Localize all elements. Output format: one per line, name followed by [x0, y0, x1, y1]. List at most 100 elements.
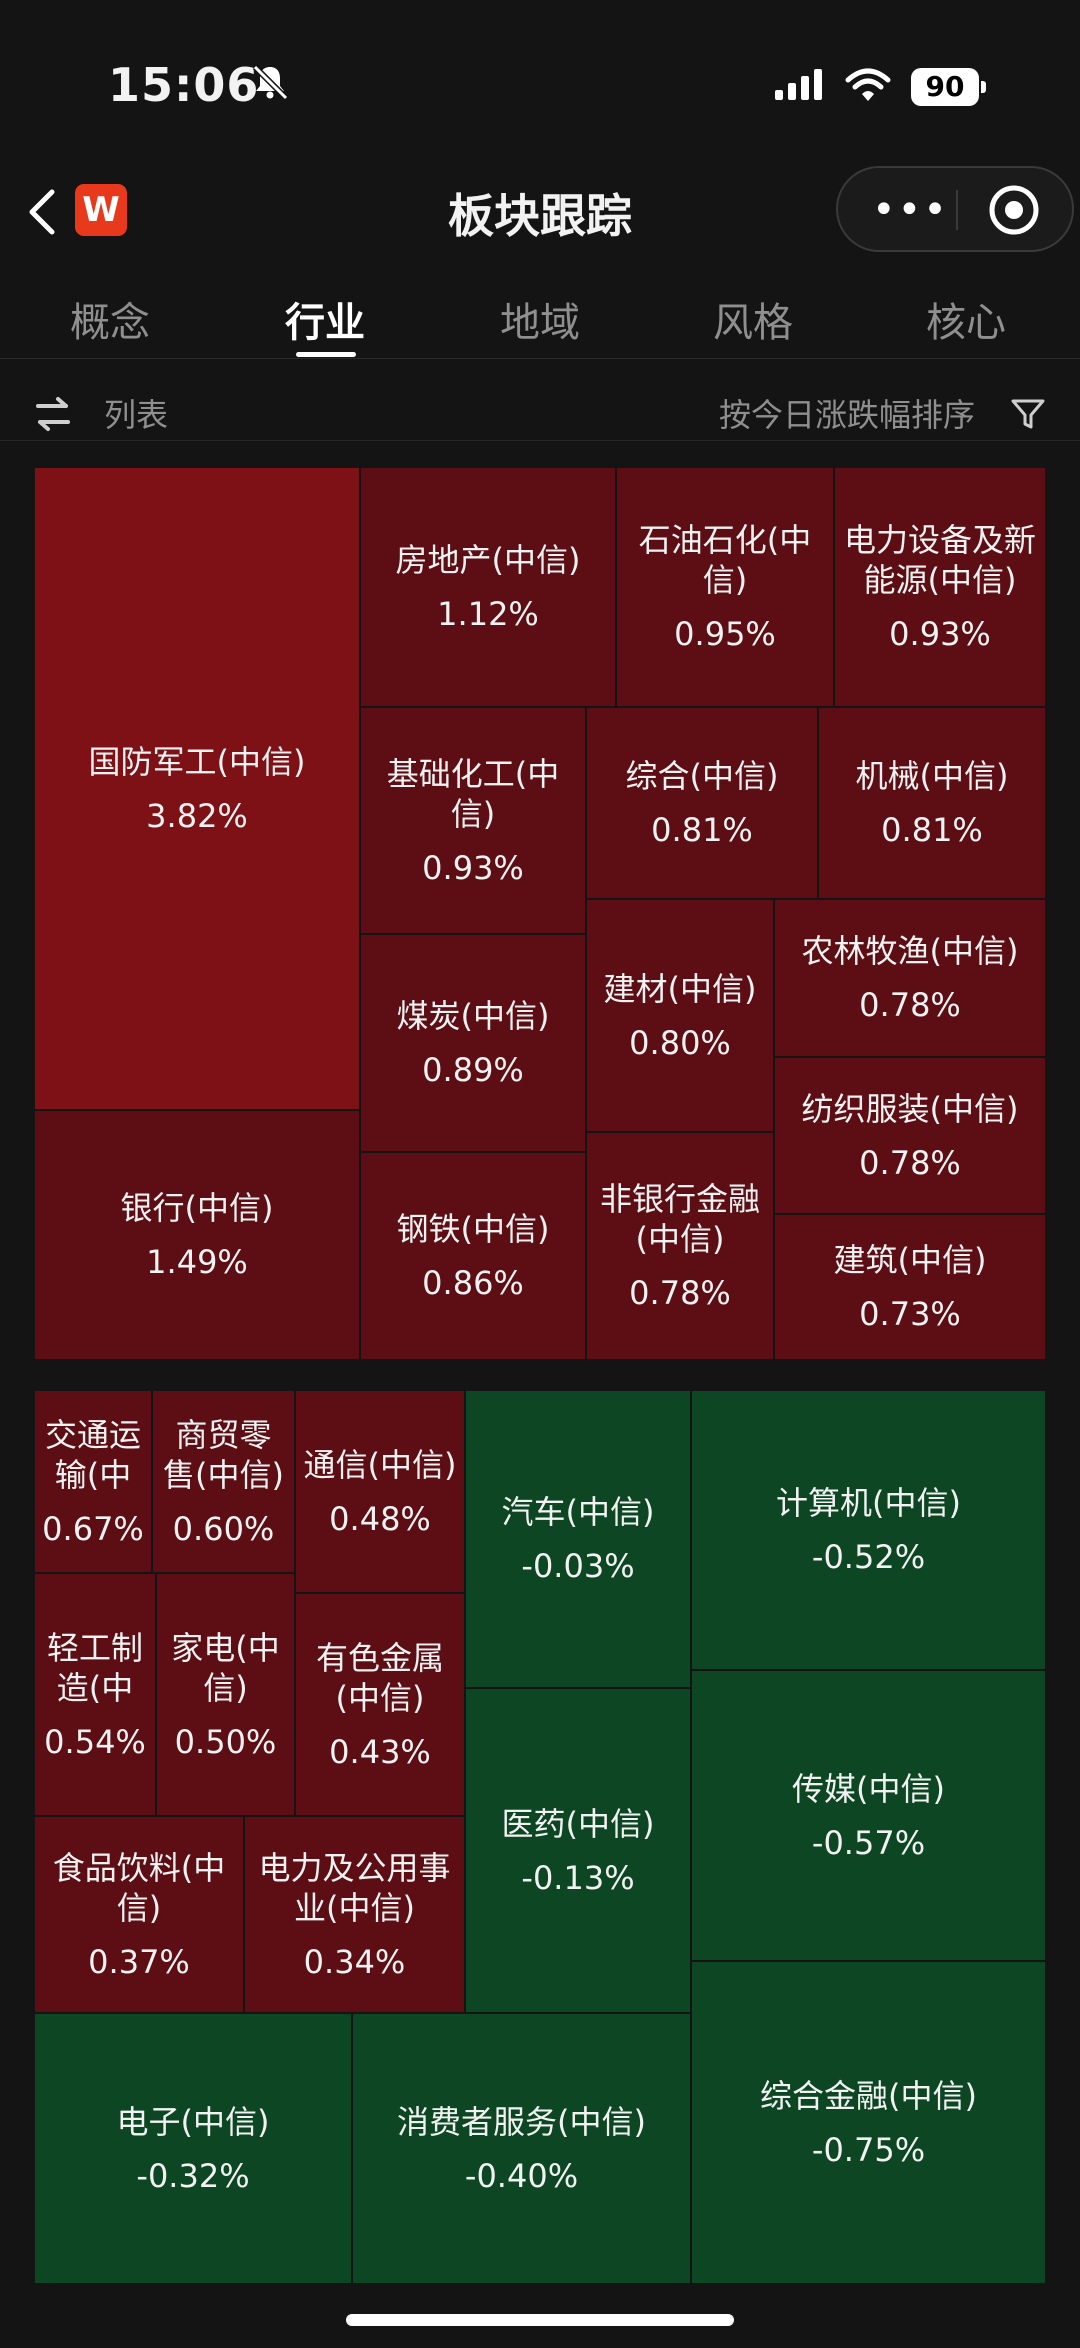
- sector-name: 纺织服装(中信): [801, 1089, 1019, 1128]
- sector-change: -0.52%: [811, 1538, 926, 1576]
- cellular-signal-icon: [775, 69, 822, 100]
- sector-tile[interactable]: 电子(中信) -0.32%: [34, 2013, 352, 2284]
- sector-name: 建材(中信): [603, 969, 757, 1008]
- sector-tile[interactable]: 国防军工(中信) 3.82%: [34, 467, 360, 1110]
- sector-tile[interactable]: 交通运输(中 0.67%: [34, 1390, 152, 1573]
- sector-name: 轻工制造(中: [46, 1628, 143, 1707]
- tab-region[interactable]: 地域: [500, 300, 580, 346]
- sector-tile[interactable]: 钢铁(中信) 0.86%: [360, 1152, 586, 1360]
- miniapp-capsule: •••: [836, 166, 1074, 252]
- sector-change: 0.34%: [303, 1942, 406, 1981]
- sector-change: 0.67%: [42, 1509, 144, 1548]
- toolbar-divider: [0, 440, 1080, 441]
- status-bar: 15:06 90: [0, 0, 1080, 170]
- sector-change: 0.78%: [859, 1143, 961, 1182]
- sector-change: 0.43%: [329, 1732, 431, 1771]
- clock: 15:06: [108, 58, 260, 112]
- wifi-icon: [845, 68, 891, 101]
- sector-change: 0.60%: [172, 1509, 275, 1548]
- tab-style[interactable]: 风格: [713, 300, 793, 346]
- sector-name: 基础化工(中信): [386, 754, 560, 833]
- sector-tile[interactable]: 计算机(中信) -0.52%: [691, 1390, 1046, 1670]
- sector-tile[interactable]: 轻工制造(中 0.54%: [34, 1573, 156, 1816]
- sector-tile[interactable]: 综合(中信) 0.81%: [586, 707, 818, 899]
- sector-tile[interactable]: 基础化工(中信) 0.93%: [360, 707, 586, 934]
- sector-name: 汽车(中信): [501, 1493, 655, 1531]
- sector-name: 有色金属(中信): [315, 1638, 444, 1717]
- sector-name: 煤炭(中信): [396, 997, 550, 1035]
- sector-name: 交通运输(中: [44, 1415, 141, 1494]
- sector-tile[interactable]: 有色金属(中信) 0.43%: [295, 1593, 465, 1816]
- sector-name: 银行(中信): [120, 1189, 274, 1227]
- list-view-toggle[interactable]: 列表: [104, 396, 169, 434]
- sector-tile[interactable]: 消费者服务(中信) -0.40%: [352, 2013, 691, 2284]
- sector-tile[interactable]: 家电(中信) 0.50%: [156, 1573, 295, 1816]
- sector-change: 0.73%: [859, 1295, 961, 1333]
- sector-tile[interactable]: 通信(中信) 0.48%: [295, 1390, 465, 1593]
- sector-tile[interactable]: 纺织服装(中信) 0.78%: [774, 1057, 1046, 1214]
- sector-name: 国防军工(中信): [88, 742, 306, 781]
- sector-change: 0.78%: [859, 986, 961, 1024]
- sector-change: 0.54%: [44, 1722, 146, 1761]
- sector-name: 医药(中信): [501, 1804, 655, 1843]
- sector-name: 机械(中信): [855, 757, 1009, 795]
- sector-name: 计算机(中信): [776, 1484, 961, 1522]
- sector-name: 电力设备及新能源(中信): [843, 521, 1036, 599]
- sector-tile[interactable]: 综合金融(中信) -0.75%: [691, 1961, 1046, 2284]
- tab-core[interactable]: 核心: [926, 300, 1006, 346]
- sector-name: 消费者服务(中信): [397, 2102, 646, 2141]
- sector-tile[interactable]: 食品饮料(中信) 0.37%: [34, 1816, 244, 2013]
- tab-concept[interactable]: 概念: [70, 300, 150, 346]
- sector-tile[interactable]: 电力设备及新能源(中信) 0.93%: [834, 467, 1046, 707]
- sort-selector[interactable]: 按今日涨跌幅排序: [718, 396, 975, 434]
- sector-tile[interactable]: 房地产(中信) 1.12%: [360, 467, 616, 707]
- sector-name: 综合(中信): [625, 757, 779, 795]
- sector-change: -0.75%: [811, 2130, 926, 2169]
- bell-muted-icon: [252, 64, 289, 101]
- sector-change: 0.86%: [422, 1264, 524, 1302]
- sector-name: 综合金融(中信): [760, 2076, 977, 2115]
- sector-name: 通信(中信): [303, 1445, 457, 1484]
- sector-change: -0.40%: [464, 2156, 579, 2195]
- sector-name: 家电(中信): [171, 1628, 280, 1707]
- more-icon[interactable]: •••: [872, 187, 949, 233]
- sector-tile[interactable]: 电力及公用事业(中信) 0.34%: [244, 1816, 465, 2013]
- sector-change: 0.80%: [629, 1023, 731, 1062]
- sector-tile[interactable]: 汽车(中信) -0.03%: [465, 1390, 691, 1688]
- sector-tile[interactable]: 机械(中信) 0.81%: [818, 707, 1046, 899]
- app-logo: W: [75, 184, 127, 236]
- sector-change: 1.49%: [146, 1243, 248, 1281]
- sector-tile[interactable]: 商贸零售(中信) 0.60%: [152, 1390, 295, 1573]
- back-arrow-icon[interactable]: [22, 186, 62, 238]
- sector-name: 建筑(中信): [833, 1241, 987, 1279]
- sector-change: 1.12%: [437, 595, 539, 633]
- sector-change: 0.89%: [422, 1051, 524, 1089]
- sector-tile[interactable]: 建筑(中信) 0.73%: [774, 1214, 1046, 1360]
- sector-name: 钢铁(中信): [396, 1210, 550, 1248]
- sector-change: 0.93%: [889, 615, 991, 653]
- sector-name: 商贸零售(中信): [163, 1415, 284, 1494]
- sector-tile[interactable]: 农林牧渔(中信) 0.78%: [774, 899, 1046, 1057]
- sector-tile[interactable]: 建材(中信) 0.80%: [586, 899, 774, 1132]
- sector-change: 0.93%: [422, 848, 524, 887]
- sector-change: 3.82%: [146, 796, 248, 835]
- sector-tile[interactable]: 医药(中信) -0.13%: [465, 1688, 691, 2013]
- active-tab-indicator: [296, 352, 356, 357]
- sector-name: 石油石化(中信): [638, 521, 812, 599]
- sector-tile[interactable]: 非银行金融(中信) 0.78%: [586, 1132, 774, 1360]
- sector-change: 0.95%: [674, 615, 776, 653]
- capsule-divider: [956, 190, 958, 230]
- sector-name: 房地产(中信): [395, 541, 581, 579]
- tab-industry[interactable]: 行业: [285, 300, 365, 346]
- switch-view-icon[interactable]: [34, 396, 72, 432]
- filter-icon[interactable]: [1010, 396, 1046, 432]
- sector-name: 传媒(中信): [792, 1769, 945, 1808]
- sector-change: 0.81%: [881, 811, 983, 849]
- sector-tile[interactable]: 石油石化(中信) 0.95%: [616, 467, 834, 707]
- sector-tile[interactable]: 银行(中信) 1.49%: [34, 1110, 360, 1360]
- close-miniapp-icon[interactable]: [986, 182, 1042, 238]
- sector-change: -0.13%: [521, 1858, 635, 1897]
- sector-tile[interactable]: 煤炭(中信) 0.89%: [360, 934, 586, 1152]
- sector-tile[interactable]: 传媒(中信) -0.57%: [691, 1670, 1046, 1961]
